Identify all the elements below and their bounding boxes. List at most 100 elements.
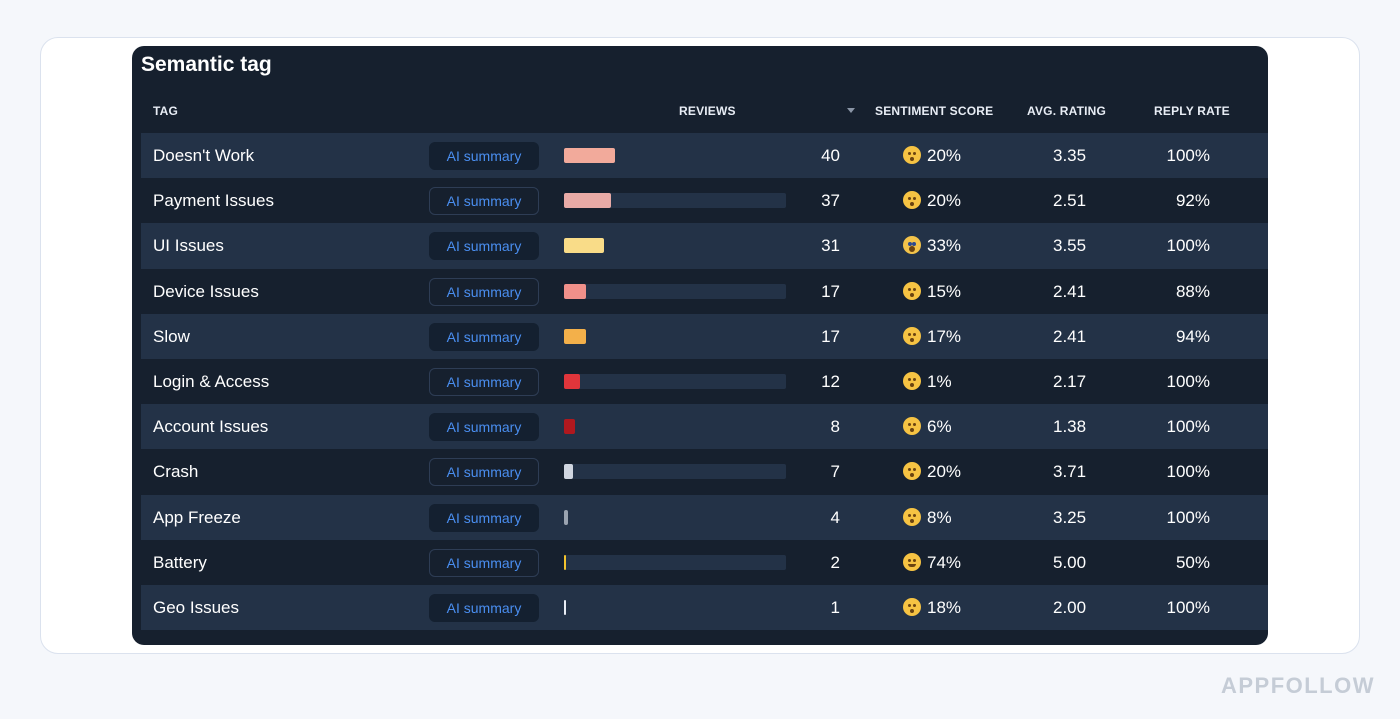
table-row[interactable]: UI Issues AI summary 31 33% 3.55 100% (141, 223, 1268, 269)
tag-name[interactable]: Payment Issues (153, 191, 274, 211)
column-header-sentiment[interactable]: SENTIMENT SCORE (875, 104, 994, 118)
reviews-count: 37 (821, 191, 840, 211)
avg-rating: 2.41 (1053, 281, 1087, 301)
reviews-bar-fill (564, 148, 615, 163)
astonished-face-icon (903, 462, 921, 481)
sentiment-score: 6% (927, 417, 952, 437)
tag-name[interactable]: Battery (153, 552, 207, 572)
column-header-reply-rate[interactable]: REPLY RATE (1154, 104, 1230, 118)
sentiment-score: 18% (927, 597, 962, 617)
column-header-rating[interactable]: AVG. RATING (1027, 104, 1107, 118)
table-row[interactable]: Device Issues AI summary 17 15% 2.41 88% (141, 268, 1268, 314)
avg-rating: 5.00 (1053, 552, 1087, 572)
astonished-face-icon (903, 146, 921, 164)
reviews-bar-track (564, 554, 786, 570)
avg-rating: 3.35 (1053, 146, 1087, 165)
table-body: Doesn't Work AI summary 40 20% 3.35 100% Payme… (141, 133, 1268, 631)
table-row[interactable]: Payment Issues AI summary 37 20% 2.51 92% (141, 178, 1268, 224)
reviews-bar-track (564, 328, 786, 344)
tag-name[interactable]: Login & Access (153, 371, 270, 391)
sentiment-score: 15% (927, 281, 962, 301)
ai-summary-button[interactable]: AI summary (429, 593, 539, 622)
sentiment-score: 17% (927, 326, 962, 346)
reply-rate: 88% (1175, 281, 1210, 301)
reviews-bar-fill (564, 238, 604, 254)
reviews-bar-fill (564, 464, 573, 480)
ai-summary-button[interactable]: AI summary (429, 277, 539, 306)
table-row[interactable]: Account Issues AI summary 8 6% 1.38 100% (141, 404, 1268, 450)
sentiment-score: 1% (927, 371, 952, 391)
astonished-face-icon (903, 597, 921, 616)
avg-rating: 3.71 (1053, 462, 1087, 482)
table-row[interactable]: Crash AI summary 7 20% 3.71 100% (141, 449, 1268, 495)
slightly-smiling-face-icon (903, 552, 921, 571)
avg-rating: 3.55 (1053, 236, 1087, 256)
reviews-count: 31 (821, 236, 840, 256)
table-row[interactable]: Login & Access AI summary 12 1% 2.17 100% (141, 358, 1268, 405)
sentiment-score: 33% (927, 236, 962, 256)
astonished-face-icon (903, 326, 921, 345)
appfollow-watermark: APPFOLLOW (1220, 673, 1375, 698)
reply-rate: 100% (1166, 146, 1210, 165)
sort-desc-icon[interactable] (847, 108, 855, 113)
ai-summary-button[interactable]: AI summary (429, 503, 539, 532)
tag-name[interactable]: Doesn't Work (153, 146, 255, 165)
tag-name[interactable]: App Freeze (153, 507, 241, 527)
ai-summary-button[interactable]: AI summary (429, 142, 539, 170)
table-row[interactable]: Geo Issues AI summary 1 18% 2.00 100% (141, 584, 1268, 631)
sentiment-score: 74% (927, 552, 962, 572)
ai-summary-button[interactable]: AI summary (429, 232, 539, 261)
reviews-count: 12 (821, 371, 840, 391)
reviews-bar-fill (564, 599, 566, 615)
astonished-face-icon (903, 281, 921, 300)
reviews-count: 40 (821, 146, 840, 165)
reviews-bar-track (564, 283, 786, 299)
tag-name[interactable]: Geo Issues (153, 597, 239, 617)
reviews-bar-track (564, 599, 786, 615)
tag-name[interactable]: Device Issues (153, 281, 259, 301)
reviews-count: 17 (821, 281, 840, 301)
tag-name[interactable]: UI Issues (153, 236, 224, 256)
ai-summary-button[interactable]: AI summary (429, 548, 539, 577)
reply-rate: 50% (1175, 552, 1210, 572)
reviews-count: 7 (830, 462, 840, 482)
reviews-count: 8 (830, 417, 840, 437)
astonished-face-icon (903, 371, 921, 390)
reply-rate: 100% (1166, 597, 1210, 617)
reviews-bar-fill (564, 193, 611, 209)
reviews-bar-fill (564, 373, 580, 389)
ai-summary-button[interactable]: AI summary (429, 187, 539, 216)
table-row[interactable]: Doesn't Work AI summary 40 20% 3.35 100% (141, 133, 1268, 179)
reviews-bar-fill (564, 554, 566, 570)
table-row[interactable]: Battery AI summary 2 74% 5.00 50% (141, 539, 1268, 585)
column-header-tag[interactable]: TAG (153, 104, 179, 118)
avg-rating: 2.41 (1053, 326, 1087, 346)
ai-summary-button[interactable]: AI summary (429, 367, 539, 396)
ai-summary-button[interactable]: AI summary (429, 458, 539, 487)
semantic-tag-panel: Semantic tag TAG REVIEWS SENTIMENT SCORE… (132, 46, 1268, 645)
ai-summary-button[interactable]: AI summary (429, 413, 539, 442)
reviews-bar-track (564, 148, 786, 163)
reviews-count: 2 (830, 552, 840, 572)
screaming-face-icon (903, 236, 921, 255)
reviews-bar-track (564, 238, 786, 254)
reply-rate: 100% (1166, 371, 1210, 391)
table-row[interactable]: Slow AI summary 17 17% 2.41 94% (141, 313, 1268, 359)
table-row[interactable]: App Freeze AI summary 4 8% 3.25 100% (141, 494, 1268, 540)
reply-rate: 100% (1166, 507, 1210, 527)
reviews-bar-track (564, 419, 786, 435)
tag-name[interactable]: Slow (153, 326, 190, 346)
reply-rate: 94% (1175, 326, 1210, 346)
reviews-bar-fill (564, 328, 586, 344)
avg-rating: 2.51 (1053, 191, 1087, 211)
tag-name[interactable]: Account Issues (153, 417, 269, 437)
tag-name[interactable]: Crash (153, 462, 199, 482)
reply-rate: 100% (1166, 236, 1210, 256)
column-header-reviews[interactable]: REVIEWS (679, 104, 736, 118)
reviews-bar-fill (564, 419, 575, 435)
reviews-count: 1 (830, 597, 840, 617)
reviews-count: 4 (830, 507, 840, 527)
astonished-face-icon (903, 191, 921, 210)
avg-rating: 2.00 (1053, 597, 1087, 617)
ai-summary-button[interactable]: AI summary (429, 322, 539, 351)
